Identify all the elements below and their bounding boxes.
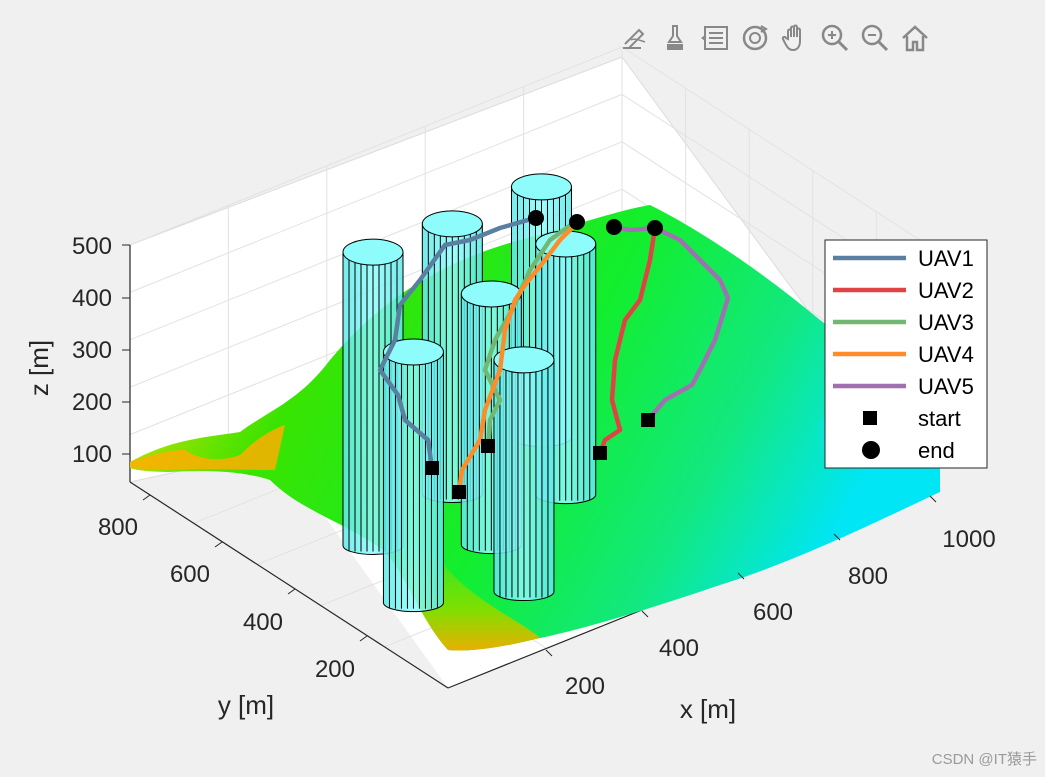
figure-toolbar bbox=[618, 20, 932, 56]
legend-item-uav3[interactable]: UAV3 bbox=[833, 310, 974, 335]
pan-hand-icon bbox=[781, 24, 801, 52]
uav2-path bbox=[597, 225, 658, 456]
legend-swatch bbox=[862, 441, 880, 459]
legend-item-uav1[interactable]: UAV1 bbox=[833, 246, 974, 271]
legend-label: start bbox=[918, 406, 961, 431]
end-marker-uav2 bbox=[647, 220, 663, 236]
legend-item-uav2[interactable]: UAV2 bbox=[833, 278, 974, 303]
y-tick-label: 800 bbox=[98, 514, 138, 541]
terrain-edge-orange bbox=[130, 425, 285, 470]
z-axis-ticks: 500 400 300 200 100 bbox=[72, 233, 130, 468]
legend-item-start[interactable]: start bbox=[863, 406, 961, 431]
rotate-3d-button[interactable] bbox=[738, 20, 772, 56]
x-tick-label: 600 bbox=[753, 599, 793, 626]
start-marker-uav5 bbox=[641, 413, 655, 427]
legend-label: UAV5 bbox=[918, 374, 974, 399]
start-marker-uav3 bbox=[481, 439, 495, 453]
legend-item-uav4[interactable]: UAV4 bbox=[833, 342, 974, 367]
x-tick-label: 200 bbox=[565, 673, 605, 700]
x-axis-label: x [m] bbox=[680, 694, 736, 724]
end-marker-uav3 bbox=[569, 214, 585, 230]
y-tick-label: 400 bbox=[243, 609, 283, 636]
cylinder-4 bbox=[382, 338, 444, 613]
z-axis-label: z [m] bbox=[24, 340, 54, 396]
legend-item-uav5[interactable]: UAV5 bbox=[833, 374, 974, 399]
home-button[interactable] bbox=[898, 20, 932, 56]
grid-line bbox=[129, 93, 623, 293]
cylinder-cap bbox=[493, 346, 555, 374]
grid-line bbox=[621, 46, 941, 254]
data-tips-icon bbox=[701, 26, 728, 50]
uav1-path bbox=[377, 215, 538, 471]
obstacle-cylinders bbox=[342, 173, 597, 613]
edit-plot-button[interactable] bbox=[618, 20, 652, 56]
zoom-out-icon bbox=[861, 24, 889, 52]
cylinder-cap bbox=[342, 238, 404, 266]
y-axis-line bbox=[129, 481, 449, 689]
x-tick-label: 400 bbox=[659, 635, 699, 662]
legend-label: UAV1 bbox=[918, 246, 974, 271]
watermark-text: CSDN @IT猿手 bbox=[931, 751, 1037, 768]
cylinder-cap bbox=[510, 173, 572, 201]
y-tick-label: 600 bbox=[170, 561, 210, 588]
z-tick-label: 200 bbox=[72, 389, 112, 416]
y-tick-label: 200 bbox=[315, 656, 355, 683]
legend-label: UAV4 bbox=[918, 342, 974, 367]
x-tick-label: 800 bbox=[848, 563, 888, 590]
uav3-path bbox=[482, 219, 578, 449]
home-icon bbox=[902, 25, 928, 52]
end-marker-uav5 bbox=[606, 219, 622, 235]
z-tick-label: 400 bbox=[72, 285, 112, 312]
legend-item-end[interactable]: end bbox=[862, 438, 955, 463]
uav4-path bbox=[456, 219, 581, 495]
start-marker-uav4 bbox=[452, 485, 466, 499]
cylinder-cap bbox=[382, 338, 444, 366]
brush-button[interactable] bbox=[658, 20, 692, 56]
cylinder-7 bbox=[493, 346, 555, 602]
data-tips-button[interactable] bbox=[698, 20, 732, 56]
edit-plot-icon bbox=[623, 28, 646, 49]
legend[interactable]: UAV1 UAV2 UAV3 UAV4 UAV5 start end bbox=[824, 239, 988, 469]
z-tick-label: 500 bbox=[72, 233, 112, 260]
z-tick-label: 300 bbox=[72, 337, 112, 364]
z-tick-label: 100 bbox=[72, 441, 112, 468]
brush-icon bbox=[667, 25, 683, 50]
y-axis-ticks: 800 600 400 200 bbox=[98, 494, 368, 683]
x-tick-label: 1000 bbox=[942, 526, 995, 553]
zoom-out-button[interactable] bbox=[858, 20, 892, 56]
markers bbox=[425, 210, 663, 499]
legend-label: end bbox=[918, 438, 955, 463]
x-axis-ticks: 200 400 600 800 1000 bbox=[545, 495, 996, 700]
zoom-in-button[interactable] bbox=[818, 20, 852, 56]
legend-label: UAV2 bbox=[918, 278, 974, 303]
y-axis-label: y [m] bbox=[218, 690, 274, 720]
legend-label: UAV3 bbox=[918, 310, 974, 335]
legend-swatch bbox=[863, 411, 877, 425]
zoom-in-icon bbox=[821, 24, 849, 52]
rotate-3d-icon bbox=[742, 25, 768, 51]
end-marker-uav1 bbox=[528, 210, 544, 226]
cylinder-cap bbox=[421, 210, 483, 238]
grid-line bbox=[129, 46, 623, 246]
start-marker-uav1 bbox=[425, 461, 439, 475]
start-marker-uav2 bbox=[593, 446, 607, 460]
pan-button[interactable] bbox=[778, 20, 812, 56]
